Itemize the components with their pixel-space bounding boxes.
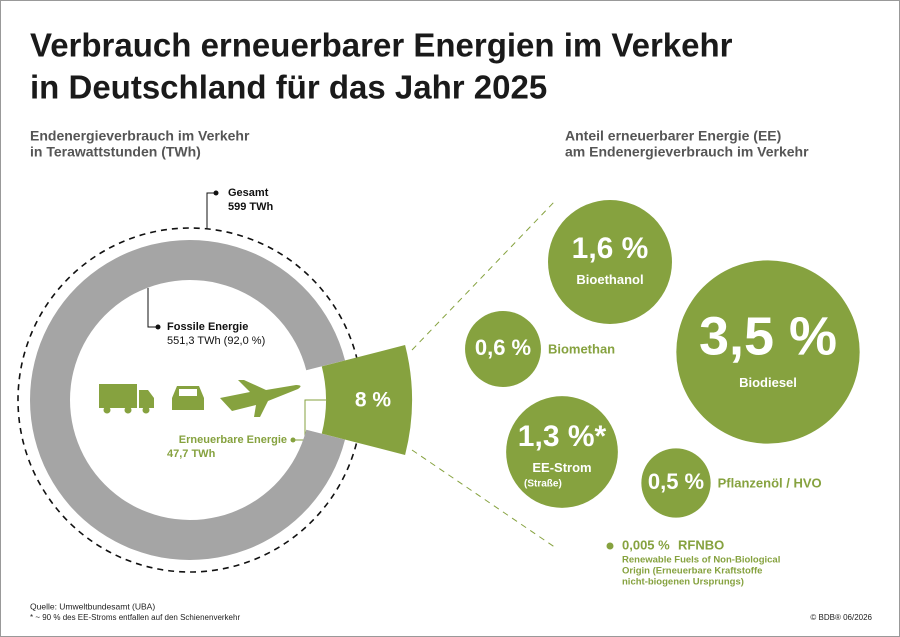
value-label: 0,6 %	[475, 335, 531, 360]
category-label: Biodiesel	[739, 375, 797, 390]
category-label: Biomethan	[548, 341, 615, 356]
share-label: 8 %	[355, 389, 392, 412]
leader-dot	[155, 324, 161, 330]
subtitle: am Endenergieverbrauch im Verkehr	[565, 144, 809, 160]
leader-line	[206, 192, 216, 228]
connector-line	[411, 449, 557, 549]
leader-line	[293, 399, 326, 441]
plane-icon	[220, 380, 301, 417]
leader-dot	[213, 190, 219, 196]
value-label: 0,005 %	[622, 537, 670, 552]
sublabel: (Straße)	[524, 479, 562, 490]
bubble	[676, 260, 860, 444]
truck-wheel	[142, 406, 150, 414]
subtitle: in Terawattstunden (TWh)	[30, 144, 201, 160]
donut-segment	[321, 345, 412, 455]
bubble	[506, 396, 618, 508]
copyright: © BDB® 06/2026	[810, 613, 872, 622]
footnote: * ~ 90 % des EE-Stroms entfallen auf den…	[30, 613, 240, 622]
source: Quelle: Umweltbundesamt (UBA)	[30, 601, 155, 611]
value-label: 47,7 TWh	[167, 448, 216, 460]
truck-wheel	[103, 406, 111, 414]
leaders	[147, 192, 326, 441]
category-label: RFNBO	[678, 537, 724, 552]
connector-line	[411, 199, 557, 351]
category-label: Fossile Energie	[167, 321, 248, 333]
vehicle-icons	[99, 380, 301, 417]
bubble	[641, 448, 711, 518]
main-title: Verbrauch erneuerbarer Energien im Verke…	[30, 27, 733, 64]
category-label: Erneuerbare Energie	[179, 434, 287, 446]
truck-wheel	[124, 406, 132, 414]
total-label: Gesamt	[228, 187, 269, 199]
category-label: EE-Strom	[532, 460, 591, 475]
value-label: 3,5 %	[699, 306, 837, 366]
truck-icon	[99, 384, 137, 408]
truck-cab	[139, 390, 154, 408]
total-value: 599 TWh	[228, 201, 274, 213]
subtitle: Endenergieverbrauch im Verkehr	[30, 128, 250, 144]
value-label: 1,3 %*	[518, 420, 607, 453]
main-title: in Deutschland für das Jahr 2025	[30, 69, 547, 106]
category-label: Pflanzenöl / HVO	[718, 475, 822, 490]
value-label: 1,6 %	[572, 232, 649, 265]
bubble	[606, 542, 614, 550]
subtitle: Anteil erneuerbarer Energie (EE)	[565, 128, 781, 144]
note: nicht-biogenen Ursprungs)	[622, 577, 744, 588]
category-label: Bioethanol	[576, 272, 643, 287]
note: Renewable Fuels of Non-Biological	[622, 555, 780, 566]
value-label: 0,5 %	[648, 469, 704, 494]
value-label: 551,3 TWh (92,0 %)	[167, 335, 265, 347]
bubble	[465, 311, 541, 387]
leader-line	[147, 288, 158, 328]
bubble	[548, 200, 672, 324]
leader-dot	[290, 437, 296, 443]
note: Origin (Erneuerbare Kraftstoffe	[622, 566, 762, 577]
car-window	[179, 389, 197, 396]
